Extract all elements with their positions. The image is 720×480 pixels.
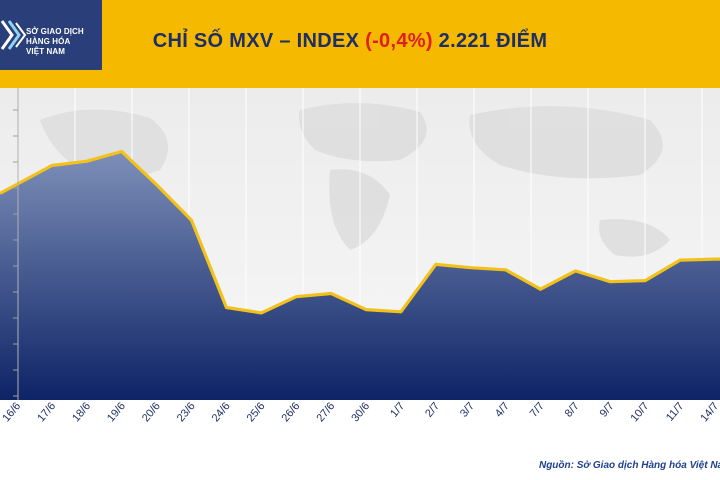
source-note: Nguồn: Sở Giao dịch Hàng hóa Việt Nam bbox=[538, 460, 720, 471]
index-area bbox=[0, 151, 720, 400]
x-tick-label: 17/6 bbox=[35, 400, 58, 424]
x-tick-label: 1/7 bbox=[388, 400, 407, 419]
mxv-logo: SỞ GIAO DỊCH HÀNG HÓA VIỆT NAM bbox=[0, 0, 102, 70]
x-tick-label: 20/6 bbox=[140, 400, 163, 424]
x-tick-label: 4/7 bbox=[493, 400, 512, 419]
x-tick-label: 3/7 bbox=[458, 400, 477, 419]
x-tick-label: 26/6 bbox=[280, 400, 303, 424]
x-tick-label: 18/6 bbox=[70, 400, 93, 424]
title-change: (-0,4%) bbox=[365, 30, 433, 52]
x-tick-label: 8/7 bbox=[563, 400, 582, 419]
logo-line-1: SỞ GIAO DỊCH bbox=[26, 27, 84, 36]
x-tick-label: 19/6 bbox=[105, 400, 128, 424]
chart-title: CHỈ SỐ MXV – INDEX (-0,4%) 2.221 ĐIỂM bbox=[110, 30, 590, 53]
logo-text: SỞ GIAO DỊCH HÀNG HÓA VIỆT NAM bbox=[26, 27, 84, 57]
y-axis-ticks bbox=[13, 109, 18, 397]
x-tick-label: 7/7 bbox=[528, 400, 547, 419]
logo-line-3: VIỆT NAM bbox=[26, 47, 66, 56]
title-value: 2.221 ĐIỂM bbox=[438, 30, 548, 52]
index-line bbox=[0, 149, 720, 315]
x-tick-label: 27/6 bbox=[314, 400, 337, 424]
x-tick-label: 23/6 bbox=[175, 400, 198, 424]
x-tick-label: 11/7 bbox=[664, 400, 686, 423]
x-tick-label: 24/6 bbox=[210, 400, 233, 424]
x-tick-label: 2/7 bbox=[423, 400, 442, 419]
logo-line-2: HÀNG HÓA bbox=[26, 37, 71, 46]
x-tick-label: 9/7 bbox=[598, 400, 617, 419]
x-tick-label: 10/7 bbox=[629, 400, 652, 424]
title-banner: SỞ GIAO DỊCH HÀNG HÓA VIỆT NAM CHỈ SỐ MX… bbox=[0, 0, 720, 88]
x-axis-labels: 16/6 17/6 18/6 19/6 20/6 23/6 24/6 25/6 26/6 27/6… bbox=[0, 400, 720, 424]
x-tick-label: 30/6 bbox=[349, 400, 372, 424]
chevron-logo-icon bbox=[0, 20, 27, 50]
x-tick-label: 25/6 bbox=[245, 400, 268, 424]
title-prefix: CHỈ SỐ MXV – INDEX bbox=[152, 30, 360, 52]
x-tick-label: 14/7 bbox=[698, 400, 720, 424]
x-tick-label: 16/6 bbox=[0, 400, 23, 424]
